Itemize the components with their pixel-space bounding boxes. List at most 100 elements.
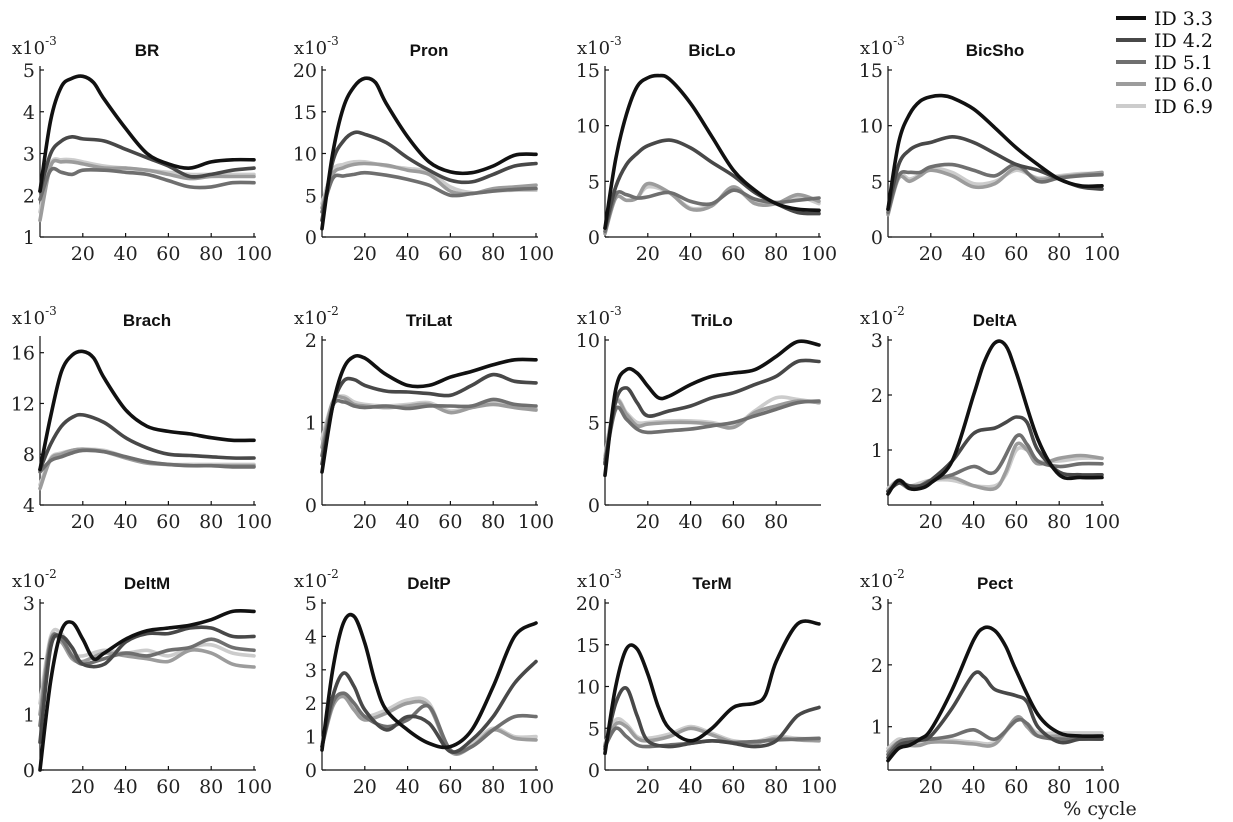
series-line-id-3-3 <box>603 73 821 230</box>
axis-multiplier: x10-2 <box>294 567 339 592</box>
series-line-id-3-3 <box>38 349 256 472</box>
series-line-id-5-1 <box>38 448 256 474</box>
y-tick-label: 1 <box>23 704 35 726</box>
axis-multiplier: x10-2 <box>860 567 905 592</box>
y-tick-label: 5 <box>305 185 317 207</box>
x-tick-label: 100 <box>801 243 837 265</box>
x-tick-label: 20 <box>919 511 943 533</box>
series-line-id-4-2 <box>603 358 821 466</box>
axis-multiplier: x10-3 <box>577 304 622 329</box>
x-tick-label: 60 <box>721 511 745 533</box>
y-tick-label: 15 <box>576 635 600 657</box>
panel-deltm: 0 1 2 3 20 40 60 80 100 x10-2 DeltM <box>12 567 272 798</box>
y-tick-label: 0 <box>588 227 600 249</box>
series-line-id-6-0 <box>38 632 256 717</box>
x-tick-label: 80 <box>1047 511 1071 533</box>
y-tick-label: 12 <box>11 393 35 415</box>
series-line-id-6-9 <box>886 445 1104 491</box>
y-tick-label: 0 <box>588 495 600 517</box>
y-tick-label: 20 <box>293 60 317 82</box>
x-tick-label: 40 <box>679 511 703 533</box>
panel-title: BicLo <box>688 41 735 60</box>
series-line-id-6-9 <box>38 627 256 705</box>
series-line-id-4-2 <box>886 670 1104 760</box>
x-tick-label: 100 <box>236 243 272 265</box>
x-tick-label: 80 <box>1047 776 1071 798</box>
x-tick-label: 100 <box>518 243 554 265</box>
axis-multiplier: x10-3 <box>12 34 57 59</box>
panel-pect: 1 2 3 20 40 60 80 100 x10-2 Pect <box>860 567 1120 798</box>
y-tick-label: 3 <box>871 330 883 352</box>
x-tick-label: 20 <box>636 776 660 798</box>
legend-label: ID 3.3 <box>1154 8 1213 30</box>
series-line-id-5-1 <box>886 162 1104 215</box>
x-tick-label: 40 <box>962 243 986 265</box>
panel-title: DeltM <box>124 574 170 593</box>
x-tick-label: 40 <box>679 243 703 265</box>
y-tick-label: 3 <box>305 660 317 682</box>
x-tick-label: 80 <box>764 243 788 265</box>
x-tick-label: 60 <box>156 776 180 798</box>
legend-label: ID 5.1 <box>1154 52 1213 74</box>
panel-title: BR <box>135 41 160 60</box>
series-line-id-4-2 <box>603 686 821 751</box>
y-tick-label: 0 <box>305 227 317 249</box>
axis-multiplier: x10-3 <box>577 567 622 592</box>
panel-title: BicSho <box>966 41 1025 60</box>
series-line-id-6-0 <box>320 161 538 210</box>
x-tick-label: 60 <box>1004 511 1028 533</box>
axis-multiplier: x10-3 <box>860 34 905 59</box>
y-tick-label: 1 <box>871 440 883 462</box>
panel-title: DeltA <box>973 311 1017 330</box>
y-tick-label: 1 <box>871 717 883 739</box>
y-tick-label: 3 <box>23 593 35 615</box>
x-tick-label: 100 <box>1084 243 1120 265</box>
y-tick-label: 1 <box>305 727 317 749</box>
y-tick-label: 2 <box>871 385 883 407</box>
y-tick-label: 5 <box>588 171 600 193</box>
series-line-id-3-3 <box>38 608 256 772</box>
series-line-id-4-2 <box>38 412 256 472</box>
series-line-id-4-2 <box>38 134 256 193</box>
legend-label: ID 4.2 <box>1154 30 1213 52</box>
axis-multiplier: x10-3 <box>577 34 622 59</box>
series-line-id-4-2 <box>320 130 538 223</box>
x-tick-label: 100 <box>1084 511 1120 533</box>
series-line-id-6-0 <box>320 394 538 450</box>
y-tick-label: 2 <box>871 655 883 677</box>
panel-deltp: 0 1 2 3 4 5 20 40 60 80 100 x10-2 DeltP <box>294 567 554 798</box>
x-tick-label: 80 <box>481 776 505 798</box>
y-tick-label: 3 <box>23 144 35 166</box>
panel-title: DeltP <box>407 574 450 593</box>
x-tick-label: 60 <box>438 243 462 265</box>
x-tick-label: 100 <box>236 511 272 533</box>
series-line-id-3-3 <box>603 619 821 756</box>
x-tick-label: 80 <box>199 511 223 533</box>
y-tick-label: 15 <box>293 102 317 124</box>
series-line-id-5-1 <box>603 188 821 234</box>
series-line-id-4-2 <box>886 415 1104 494</box>
series-line-id-3-3 <box>603 339 821 478</box>
x-tick-label: 40 <box>962 776 986 798</box>
y-tick-label: 0 <box>23 760 35 782</box>
series-line-id-4-2 <box>320 659 538 754</box>
panel-title: Pect <box>977 574 1013 593</box>
legend-label: ID 6.0 <box>1154 74 1213 96</box>
x-tick-label: 20 <box>71 776 95 798</box>
x-tick-label: 20 <box>71 511 95 533</box>
legend-label: ID 6.9 <box>1154 96 1213 118</box>
y-tick-label: 10 <box>576 677 600 699</box>
panel-title: Brach <box>123 311 171 330</box>
series-line-id-4-2 <box>603 138 821 230</box>
y-tick-label: 3 <box>871 593 883 615</box>
y-tick-label: 2 <box>305 330 317 352</box>
y-tick-label: 2 <box>23 649 35 671</box>
series-line-id-5-1 <box>320 691 538 755</box>
x-tick-label: 20 <box>919 243 943 265</box>
series-line-id-6-0 <box>38 158 256 223</box>
series-line-id-3-3 <box>38 74 256 193</box>
y-tick-label: 2 <box>23 185 35 207</box>
axis-multiplier: x10-2 <box>294 304 339 329</box>
series-line-id-6-0 <box>603 399 821 461</box>
panel-trilo: 0 5 10 20 40 60 80 x10-3 TriLo <box>576 304 821 533</box>
